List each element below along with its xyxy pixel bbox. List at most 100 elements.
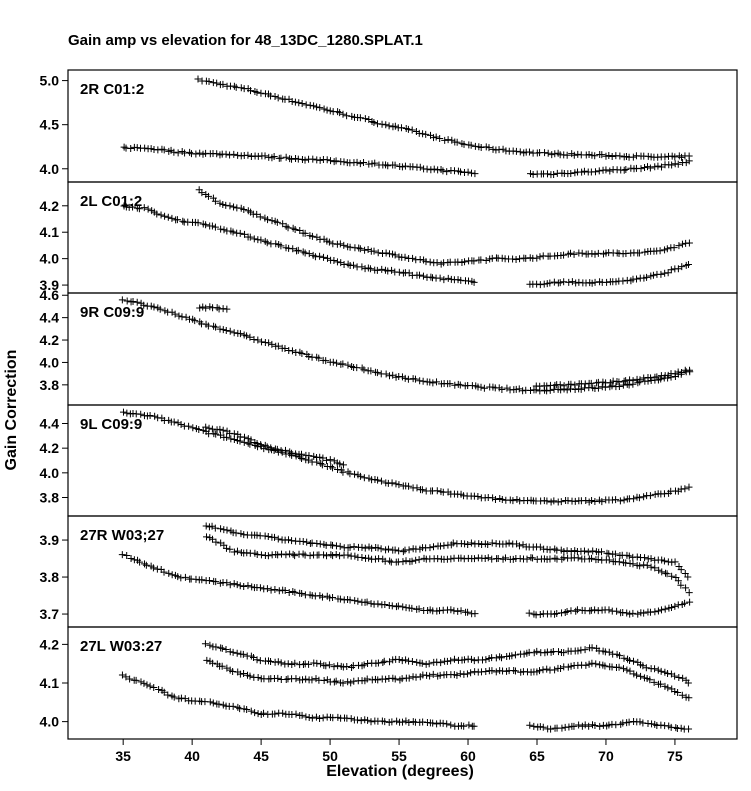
data-point <box>567 662 575 670</box>
data-point <box>401 253 409 261</box>
data-point <box>468 169 476 177</box>
data-point <box>657 606 665 614</box>
data-point <box>212 430 220 438</box>
data-point <box>395 481 403 489</box>
data-point <box>332 157 340 165</box>
data-point <box>301 551 309 559</box>
data-point <box>118 296 126 304</box>
data-point <box>247 707 255 715</box>
data-point <box>460 656 468 664</box>
data-point <box>327 463 335 471</box>
panel-label: 27R W03;27 <box>80 527 164 544</box>
data-point <box>411 375 419 383</box>
data-point <box>467 539 475 547</box>
data-point <box>436 671 444 679</box>
data-point <box>635 249 643 257</box>
data-point <box>353 158 361 166</box>
data-point <box>284 660 292 668</box>
data-point <box>356 472 364 480</box>
data-point <box>251 709 259 717</box>
data-point <box>471 610 479 618</box>
data-point <box>141 144 149 152</box>
data-point <box>351 597 359 605</box>
x-tick-label: 70 <box>598 748 614 764</box>
data-point <box>477 144 485 152</box>
data-point <box>450 655 458 663</box>
data-point <box>309 155 317 163</box>
data-point <box>381 601 389 609</box>
data-point <box>398 657 406 665</box>
data-point <box>137 678 145 686</box>
data-point <box>295 99 303 107</box>
data-point <box>670 244 678 252</box>
data-point <box>641 163 649 171</box>
data-point <box>516 255 524 263</box>
data-point <box>203 656 211 664</box>
data-point <box>319 454 327 462</box>
data-point <box>357 717 365 725</box>
panel-frame <box>67 292 738 406</box>
data-point <box>572 279 580 287</box>
data-point <box>523 555 531 563</box>
data-point <box>316 453 324 461</box>
data-point <box>664 269 672 277</box>
data-point <box>316 715 324 723</box>
data-point <box>591 250 599 258</box>
data-point <box>512 256 520 264</box>
data-point <box>382 121 390 129</box>
data-point <box>619 608 627 616</box>
data-point <box>263 585 271 593</box>
data-point <box>336 240 344 248</box>
data-point <box>336 109 344 117</box>
data-point <box>320 677 328 685</box>
data-point <box>330 678 338 686</box>
data-point <box>544 149 552 157</box>
data-point <box>399 558 407 566</box>
data-point <box>127 554 135 562</box>
data-point <box>556 279 564 287</box>
y-tick-label: 4.0 <box>40 251 60 267</box>
data-point <box>330 257 338 265</box>
data-point <box>580 167 588 175</box>
data-point <box>426 378 434 386</box>
data-point <box>143 681 151 689</box>
data-point <box>305 713 313 721</box>
data-point <box>398 163 406 171</box>
data-point <box>222 326 230 334</box>
data-point <box>256 657 264 665</box>
data-point <box>657 270 665 278</box>
data-point <box>205 424 213 432</box>
data-point <box>605 721 613 729</box>
data-point <box>218 662 226 670</box>
data-point <box>257 236 265 244</box>
data-point <box>301 660 309 668</box>
data-point <box>516 148 524 156</box>
data-point <box>126 675 134 683</box>
data-point <box>223 526 231 534</box>
data-point <box>219 326 227 334</box>
data-point <box>626 667 634 675</box>
data-point <box>382 249 390 257</box>
data-point <box>581 721 589 729</box>
data-point <box>133 298 141 306</box>
data-point <box>229 228 237 236</box>
data-point <box>223 433 231 441</box>
data-point <box>391 675 399 683</box>
data-point <box>323 156 331 164</box>
data-point <box>574 647 582 655</box>
data-point <box>325 661 333 669</box>
data-point <box>616 497 624 505</box>
data-point <box>217 225 225 233</box>
data-point <box>661 605 669 613</box>
data-point <box>450 607 458 615</box>
panel-label: 9R C09:9 <box>80 304 144 321</box>
data-point <box>206 698 214 706</box>
data-point <box>137 410 145 418</box>
data-point <box>447 721 455 729</box>
data-point <box>350 543 358 551</box>
data-point <box>585 151 593 159</box>
data-point <box>661 269 669 277</box>
data-point <box>361 544 369 552</box>
data-point <box>385 122 393 130</box>
data-point <box>375 555 383 563</box>
